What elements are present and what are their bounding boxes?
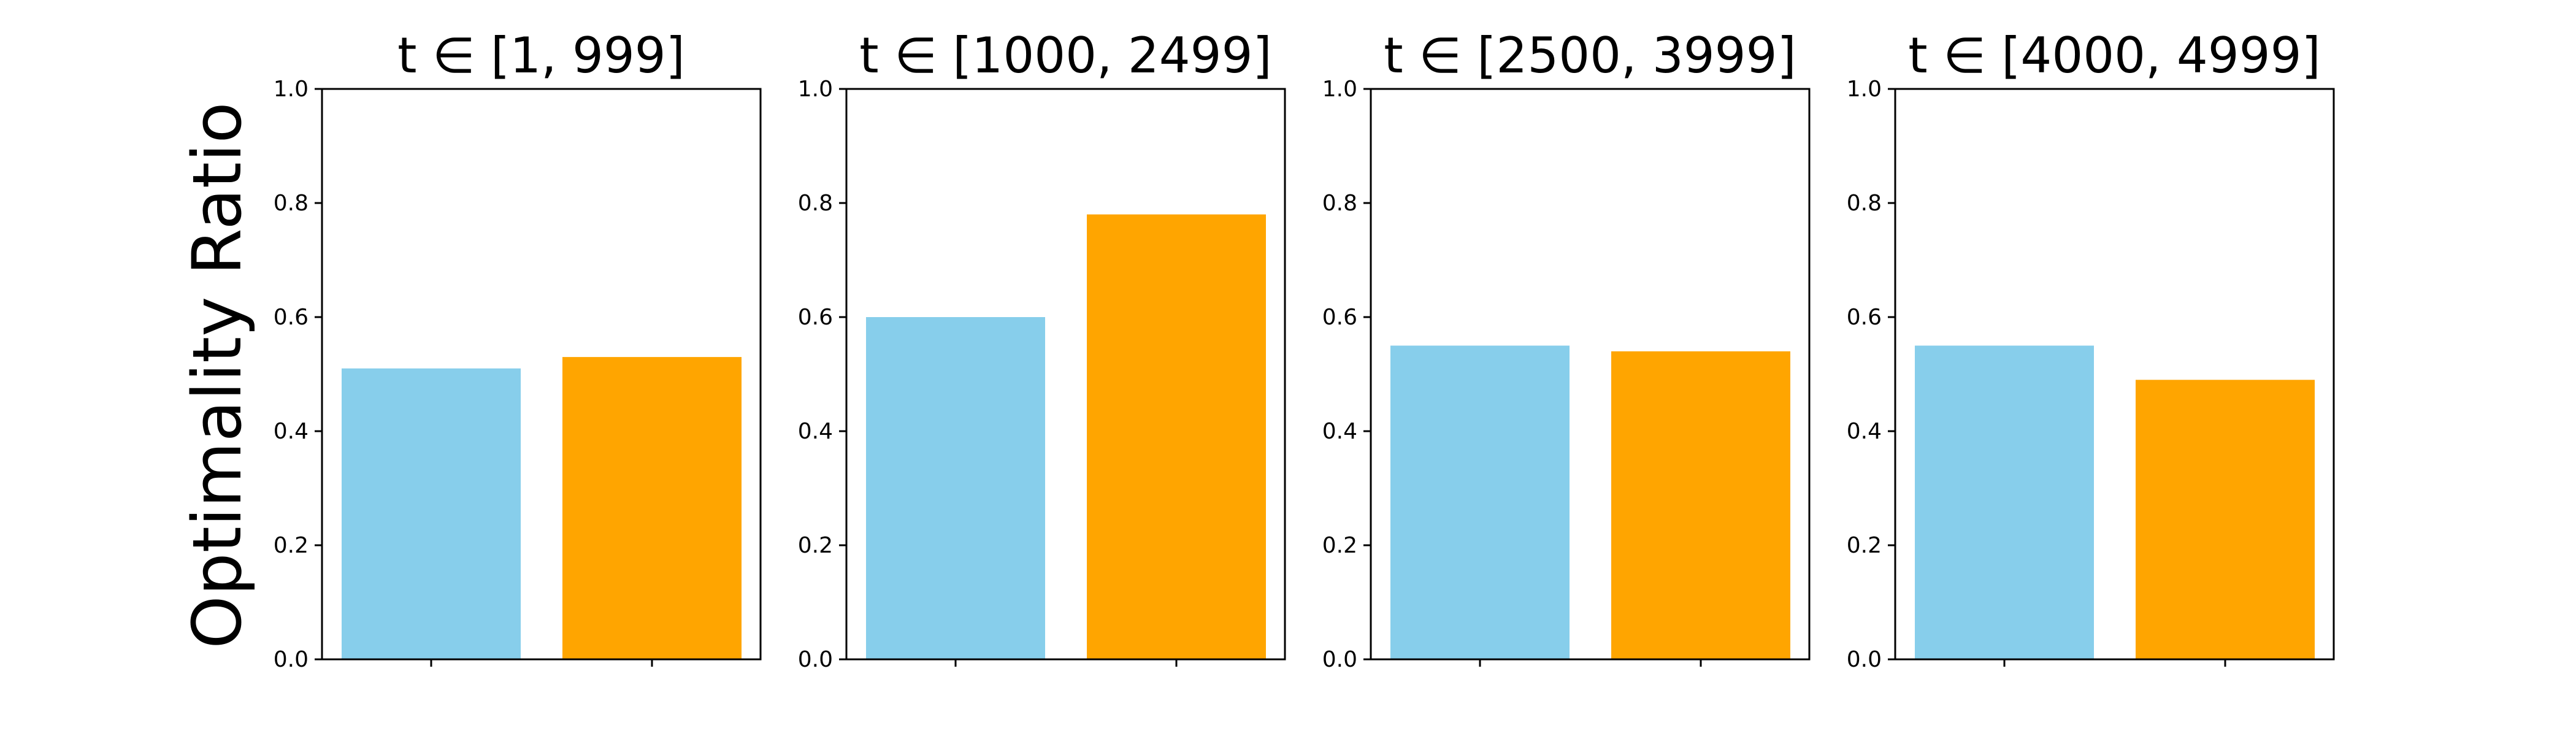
panel-title-2: t ∈ [1000, 2499] [859,27,1271,84]
y-tick-label-2-3: 0.4 [798,419,833,444]
y-tick-label-3-3: 0.4 [1322,419,1357,444]
y-tick-label-2-6: 1.0 [798,77,833,102]
y-tick-label-3-5: 0.8 [1322,191,1357,216]
y-tick-label-1-2: 0.2 [274,533,309,558]
bar-panel-2-1 [866,317,1045,659]
y-tick-label-3-4: 0.6 [1322,305,1357,330]
bar-panel-1-1 [342,368,521,659]
axes-frame-1 [321,88,762,661]
y-tick-label-3-1: 0.0 [1322,647,1357,672]
y-tick-label-4-2: 0.2 [1847,533,1882,558]
panel-4: 0.0 0.2 0.4 0.6 0.8 1.0 t ∈ [4000, 4999] [1847,27,2335,672]
axes-frame-4 [1894,88,2335,661]
y-tick-label-4-3: 0.4 [1847,419,1882,444]
panel-1: 0.0 0.2 0.4 0.6 0.8 1.0 t ∈ [1, 999] [274,27,762,672]
panel-title-4: t ∈ [4000, 4999] [1908,27,2320,84]
y-tick-label-3-6: 1.0 [1322,77,1357,102]
y-tick-label-1-3: 0.4 [274,419,309,444]
y-tick-label-4-5: 0.8 [1847,191,1882,216]
y-tick-label-2-4: 0.6 [798,305,833,330]
y-tick-label-1-5: 0.8 [274,191,309,216]
y-tick-label-2-2: 0.2 [798,533,833,558]
panel-3: 0.0 0.2 0.4 0.6 0.8 1.0 t ∈ [2500, 3999] [1322,27,1811,672]
axes-frame-3 [1370,88,1811,661]
y-tick-label-3-2: 0.2 [1322,533,1357,558]
bar-panel-2-2 [1087,214,1266,660]
axes-frame-2 [845,88,1286,661]
panel-2: 0.0 0.2 0.4 0.6 0.8 1.0 t ∈ [1000, 2499] [798,27,1286,672]
bar-panel-1-2 [562,357,742,659]
bar-panel-3-1 [1390,345,1570,659]
panel-title-1: t ∈ [1, 999] [397,27,685,84]
y-tick-label-4-1: 0.0 [1847,647,1882,672]
panel-title-3: t ∈ [2500, 3999] [1384,27,1796,84]
y-axis-label: Optimality Ratio [178,102,256,648]
bar-panel-3-2 [1611,351,1790,659]
y-tick-label-2-1: 0.0 [798,647,833,672]
y-tick-label-4-4: 0.6 [1847,305,1882,330]
y-tick-label-1-1: 0.0 [274,647,309,672]
bar-panel-4-2 [2136,380,2315,659]
y-tick-label-1-6: 1.0 [274,77,309,102]
bar-panel-4-1 [1915,345,2094,659]
y-tick-label-4-6: 1.0 [1847,77,1882,102]
y-tick-label-1-4: 0.6 [274,305,309,330]
y-tick-label-2-5: 0.8 [798,191,833,216]
